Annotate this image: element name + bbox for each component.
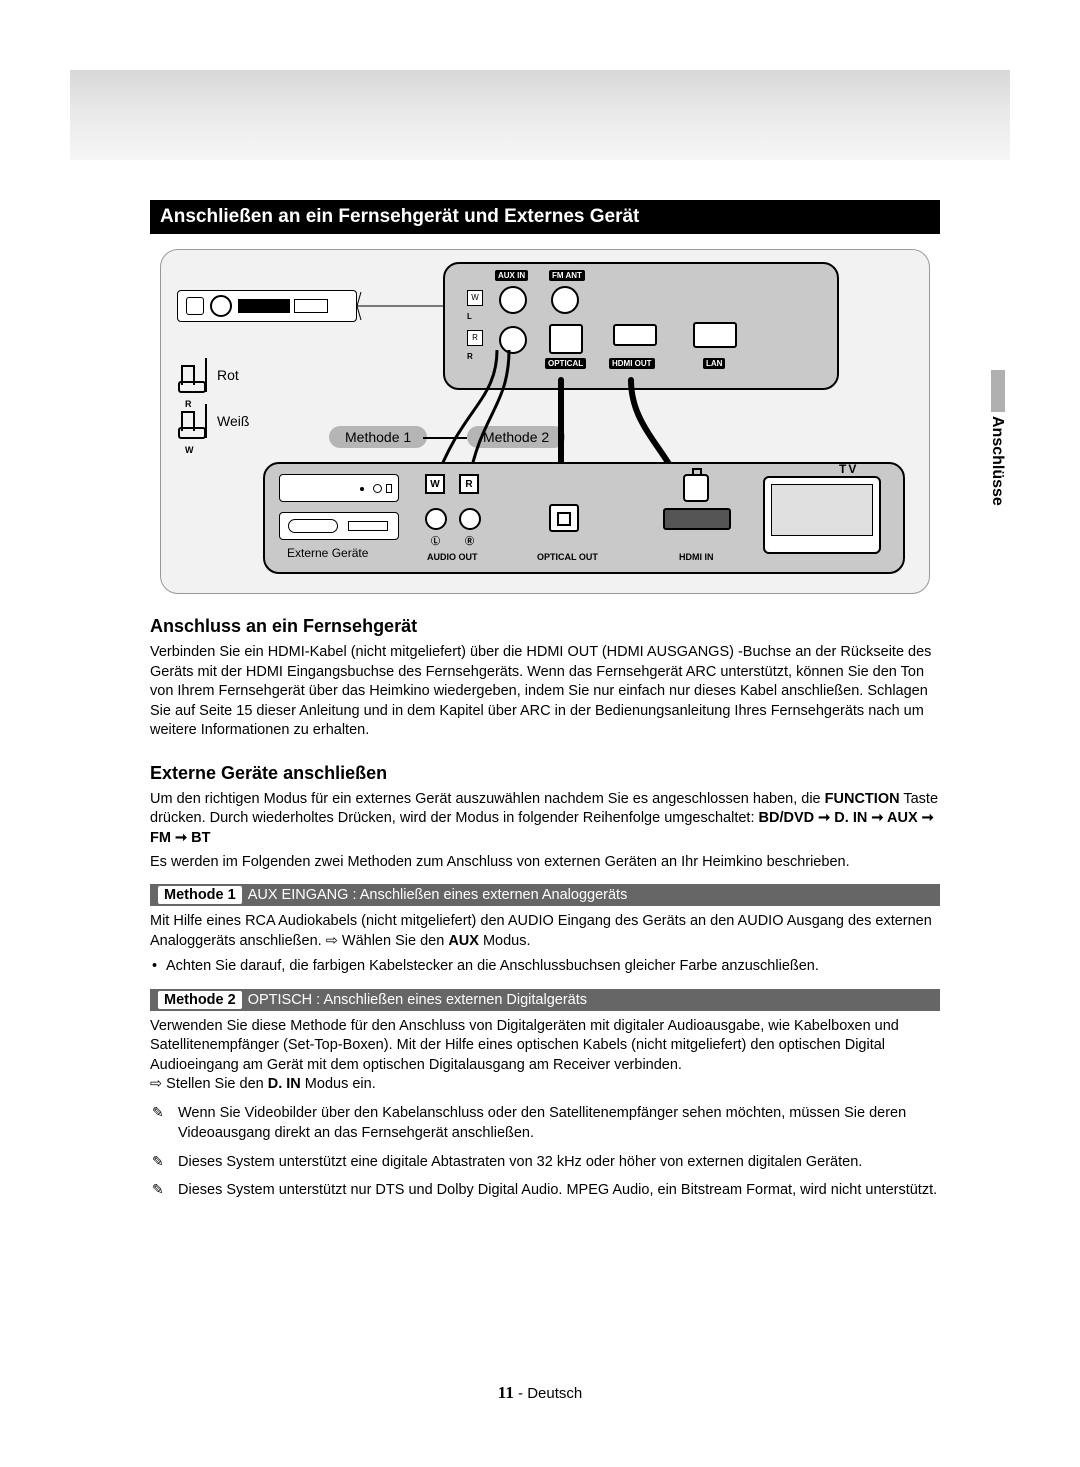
port-aux-r — [499, 326, 527, 354]
method1-bullets: Achten Sie darauf, die farbigen Kabelste… — [150, 957, 940, 977]
ext-intro-1: Um den richtigen Modus für ein externes … — [150, 791, 825, 807]
page-footer: 11 - Deutsch — [0, 1383, 1080, 1403]
device-disc-tray — [177, 290, 357, 322]
port-hdmi-in-base — [663, 508, 731, 530]
port-audio-out-l — [425, 508, 447, 530]
port-label-fm-ant: FM ANT — [549, 270, 585, 281]
m1-body-2: Modus. — [479, 933, 531, 949]
notes-list: Wenn Sie Videobilder über den Kabelansch… — [150, 1103, 940, 1200]
port-optical-in — [549, 324, 583, 354]
tv-section-title: Anschluss an ein Fernsehgerät — [150, 616, 940, 637]
tv-section-body: Verbinden Sie ein HDMI-Kabel (nicht mitg… — [150, 643, 940, 741]
method2-label: Methode 2 — [467, 426, 565, 448]
optical-out-label: OPTICAL OUT — [537, 552, 598, 562]
tv-device — [763, 476, 881, 554]
external-device-2 — [279, 512, 399, 540]
page-number: 11 — [498, 1383, 514, 1402]
rear-panel-top: AUX IN FM ANT OPTICAL HDMI OUT LAN W L R… — [443, 262, 839, 390]
tv-screen — [771, 484, 873, 536]
tv-label: TV — [839, 462, 858, 476]
port-label-aux-in: AUX IN — [495, 270, 528, 281]
plug-letter-w: W — [185, 445, 194, 455]
manual-page: Anschlüsse Anschließen an ein Fernsehger… — [0, 0, 1080, 1467]
header-band — [70, 70, 1010, 160]
legend-weiss: W Weiß — [181, 404, 249, 438]
plug-icon-w — [181, 411, 195, 431]
port-lan — [693, 322, 737, 348]
externe-geraete-label: Externe Geräte — [287, 546, 368, 560]
connection-diagram: AUX IN FM ANT OPTICAL HDMI OUT LAN W L R… — [160, 249, 930, 594]
hdmi-plug-icon — [683, 474, 709, 502]
method1-title: AUX EINGANG : Anschließen eines externen… — [248, 887, 628, 903]
legend-rot-text: Rot — [217, 367, 239, 383]
method2-tag: Methode 2 — [158, 991, 242, 1009]
plug-icon-r — [181, 365, 195, 385]
plug-bottom-w: W — [425, 474, 445, 494]
port-fm-ant — [551, 286, 579, 314]
note-3: Dieses System unterstützt nur DTS und Do… — [150, 1180, 940, 1200]
method1-tag: Methode 1 — [158, 886, 242, 904]
note-2: Dieses System unterstützt eine digitale … — [150, 1152, 940, 1172]
port-label-hdmi-out: HDMI OUT — [609, 358, 655, 369]
port-label-optical: OPTICAL — [545, 358, 586, 369]
content-area: Anschließen an ein Fernsehgerät und Exte… — [150, 200, 940, 1208]
method1-label: Methode 1 — [329, 426, 427, 448]
ext-intro: Um den richtigen Modus für ein externes … — [150, 790, 940, 849]
m1-aux: AUX — [448, 933, 479, 949]
audio-out-label: AUDIO OUT — [427, 552, 478, 562]
section-title-bar: Anschließen an ein Fernsehgerät und Exte… — [150, 200, 940, 234]
port-label-lan: LAN — [703, 358, 725, 369]
note-1: Wenn Sie Videobilder über den Kabelansch… — [150, 1103, 940, 1144]
method1-body: Mit Hilfe eines RCA Audiokabels (nicht m… — [150, 912, 940, 951]
m2-din: D. IN — [268, 1076, 301, 1092]
function-key: FUNCTION — [825, 791, 900, 807]
m2-body-2a: ⇨ Stellen Sie den — [150, 1076, 268, 1092]
method2-body-2: ⇨ Stellen Sie den D. IN Modus ein. — [150, 1075, 940, 1095]
rear-panel-bottom: Externe Geräte W R Ⓛ Ⓡ AUDIO OUT OPTICAL… — [263, 462, 905, 574]
ext-section-title: Externe Geräte anschließen — [150, 763, 940, 784]
external-device-1 — [279, 474, 399, 502]
method2-header: Methode 2 OPTISCH : Anschließen eines ext… — [150, 989, 940, 1011]
ext-intro-3: Es werden im Folgenden zwei Methoden zum… — [150, 853, 940, 873]
side-tab-mark — [991, 370, 1005, 412]
method2-body-1: Verwenden Sie diese Methode für den Ansc… — [150, 1017, 940, 1076]
m1-body-1: Mit Hilfe eines RCA Audiokabels (nicht m… — [150, 913, 932, 949]
plug-bottom-r: R — [459, 474, 479, 494]
legend-weiss-text: Weiß — [217, 413, 249, 429]
page-lang: Deutsch — [527, 1385, 582, 1402]
circled-l: Ⓛ — [431, 534, 440, 547]
port-optical-out — [549, 504, 579, 532]
method1-header: Methode 1 AUX EINGANG : Anschließen eines… — [150, 884, 940, 906]
legend-rot: R Rot — [181, 358, 239, 392]
port-hdmi-out — [613, 324, 657, 346]
port-audio-out-r — [459, 508, 481, 530]
side-tab-label: Anschlüsse — [988, 416, 1006, 506]
circled-r: Ⓡ — [465, 534, 474, 547]
m2-body-2b: Modus ein. — [301, 1076, 376, 1092]
port-aux-l — [499, 286, 527, 314]
side-tab: Anschlüsse — [988, 370, 1008, 506]
hdmi-in-label: HDMI IN — [679, 552, 714, 562]
method2-title: OPTISCH : Anschließen eines externen Dig… — [248, 992, 587, 1008]
m1-bullet-1: Achten Sie darauf, die farbigen Kabelste… — [150, 957, 940, 977]
